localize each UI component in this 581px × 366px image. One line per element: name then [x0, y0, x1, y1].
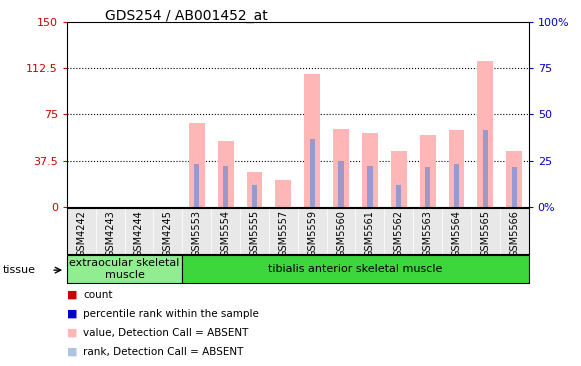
Bar: [483, 130, 488, 207]
Text: GSM5553: GSM5553: [192, 210, 202, 257]
Bar: [304, 74, 320, 207]
Bar: [449, 130, 464, 207]
Bar: [218, 142, 234, 207]
Bar: [506, 152, 522, 207]
Bar: [391, 152, 407, 207]
Text: tibialis anterior skeletal muscle: tibialis anterior skeletal muscle: [268, 264, 443, 274]
Bar: [246, 172, 263, 207]
Text: GDS254 / AB001452_at: GDS254 / AB001452_at: [105, 9, 267, 23]
Bar: [362, 133, 378, 207]
Text: GSM5566: GSM5566: [510, 210, 519, 257]
Bar: [419, 135, 436, 207]
Text: GSM5559: GSM5559: [307, 210, 317, 257]
Bar: [252, 184, 257, 207]
Text: GSM5555: GSM5555: [249, 210, 260, 257]
Bar: [194, 164, 199, 207]
Text: GSM4243: GSM4243: [105, 210, 115, 257]
Text: rank, Detection Call = ABSENT: rank, Detection Call = ABSENT: [83, 347, 243, 357]
Bar: [223, 166, 228, 207]
Text: GSM5554: GSM5554: [221, 210, 231, 257]
Text: GSM4242: GSM4242: [76, 210, 86, 257]
Text: ■: ■: [67, 290, 77, 300]
Bar: [512, 167, 517, 207]
Text: GSM5562: GSM5562: [394, 210, 404, 257]
Bar: [396, 184, 401, 207]
Text: ■: ■: [67, 347, 77, 357]
Text: ■: ■: [67, 328, 77, 338]
Text: count: count: [83, 290, 113, 300]
Text: ■: ■: [67, 309, 77, 319]
Text: percentile rank within the sample: percentile rank within the sample: [83, 309, 259, 319]
Bar: [478, 61, 493, 207]
Text: GSM4245: GSM4245: [163, 210, 173, 257]
Bar: [189, 123, 205, 207]
Text: GSM5557: GSM5557: [278, 210, 288, 257]
FancyBboxPatch shape: [67, 255, 182, 283]
Bar: [333, 129, 349, 207]
Bar: [310, 139, 315, 207]
Text: value, Detection Call = ABSENT: value, Detection Call = ABSENT: [83, 328, 249, 338]
Bar: [425, 167, 431, 207]
Bar: [367, 166, 372, 207]
Text: GSM5561: GSM5561: [365, 210, 375, 257]
Text: GSM5564: GSM5564: [451, 210, 461, 257]
Text: GSM5565: GSM5565: [480, 210, 490, 257]
Text: GSM5563: GSM5563: [422, 210, 433, 257]
Text: tissue: tissue: [3, 265, 36, 275]
FancyBboxPatch shape: [182, 255, 529, 283]
Bar: [339, 161, 344, 207]
Text: GSM5560: GSM5560: [336, 210, 346, 257]
Bar: [454, 164, 459, 207]
Text: GSM4244: GSM4244: [134, 210, 144, 257]
Text: extraocular skeletal
muscle: extraocular skeletal muscle: [69, 258, 180, 280]
Bar: [275, 180, 291, 207]
